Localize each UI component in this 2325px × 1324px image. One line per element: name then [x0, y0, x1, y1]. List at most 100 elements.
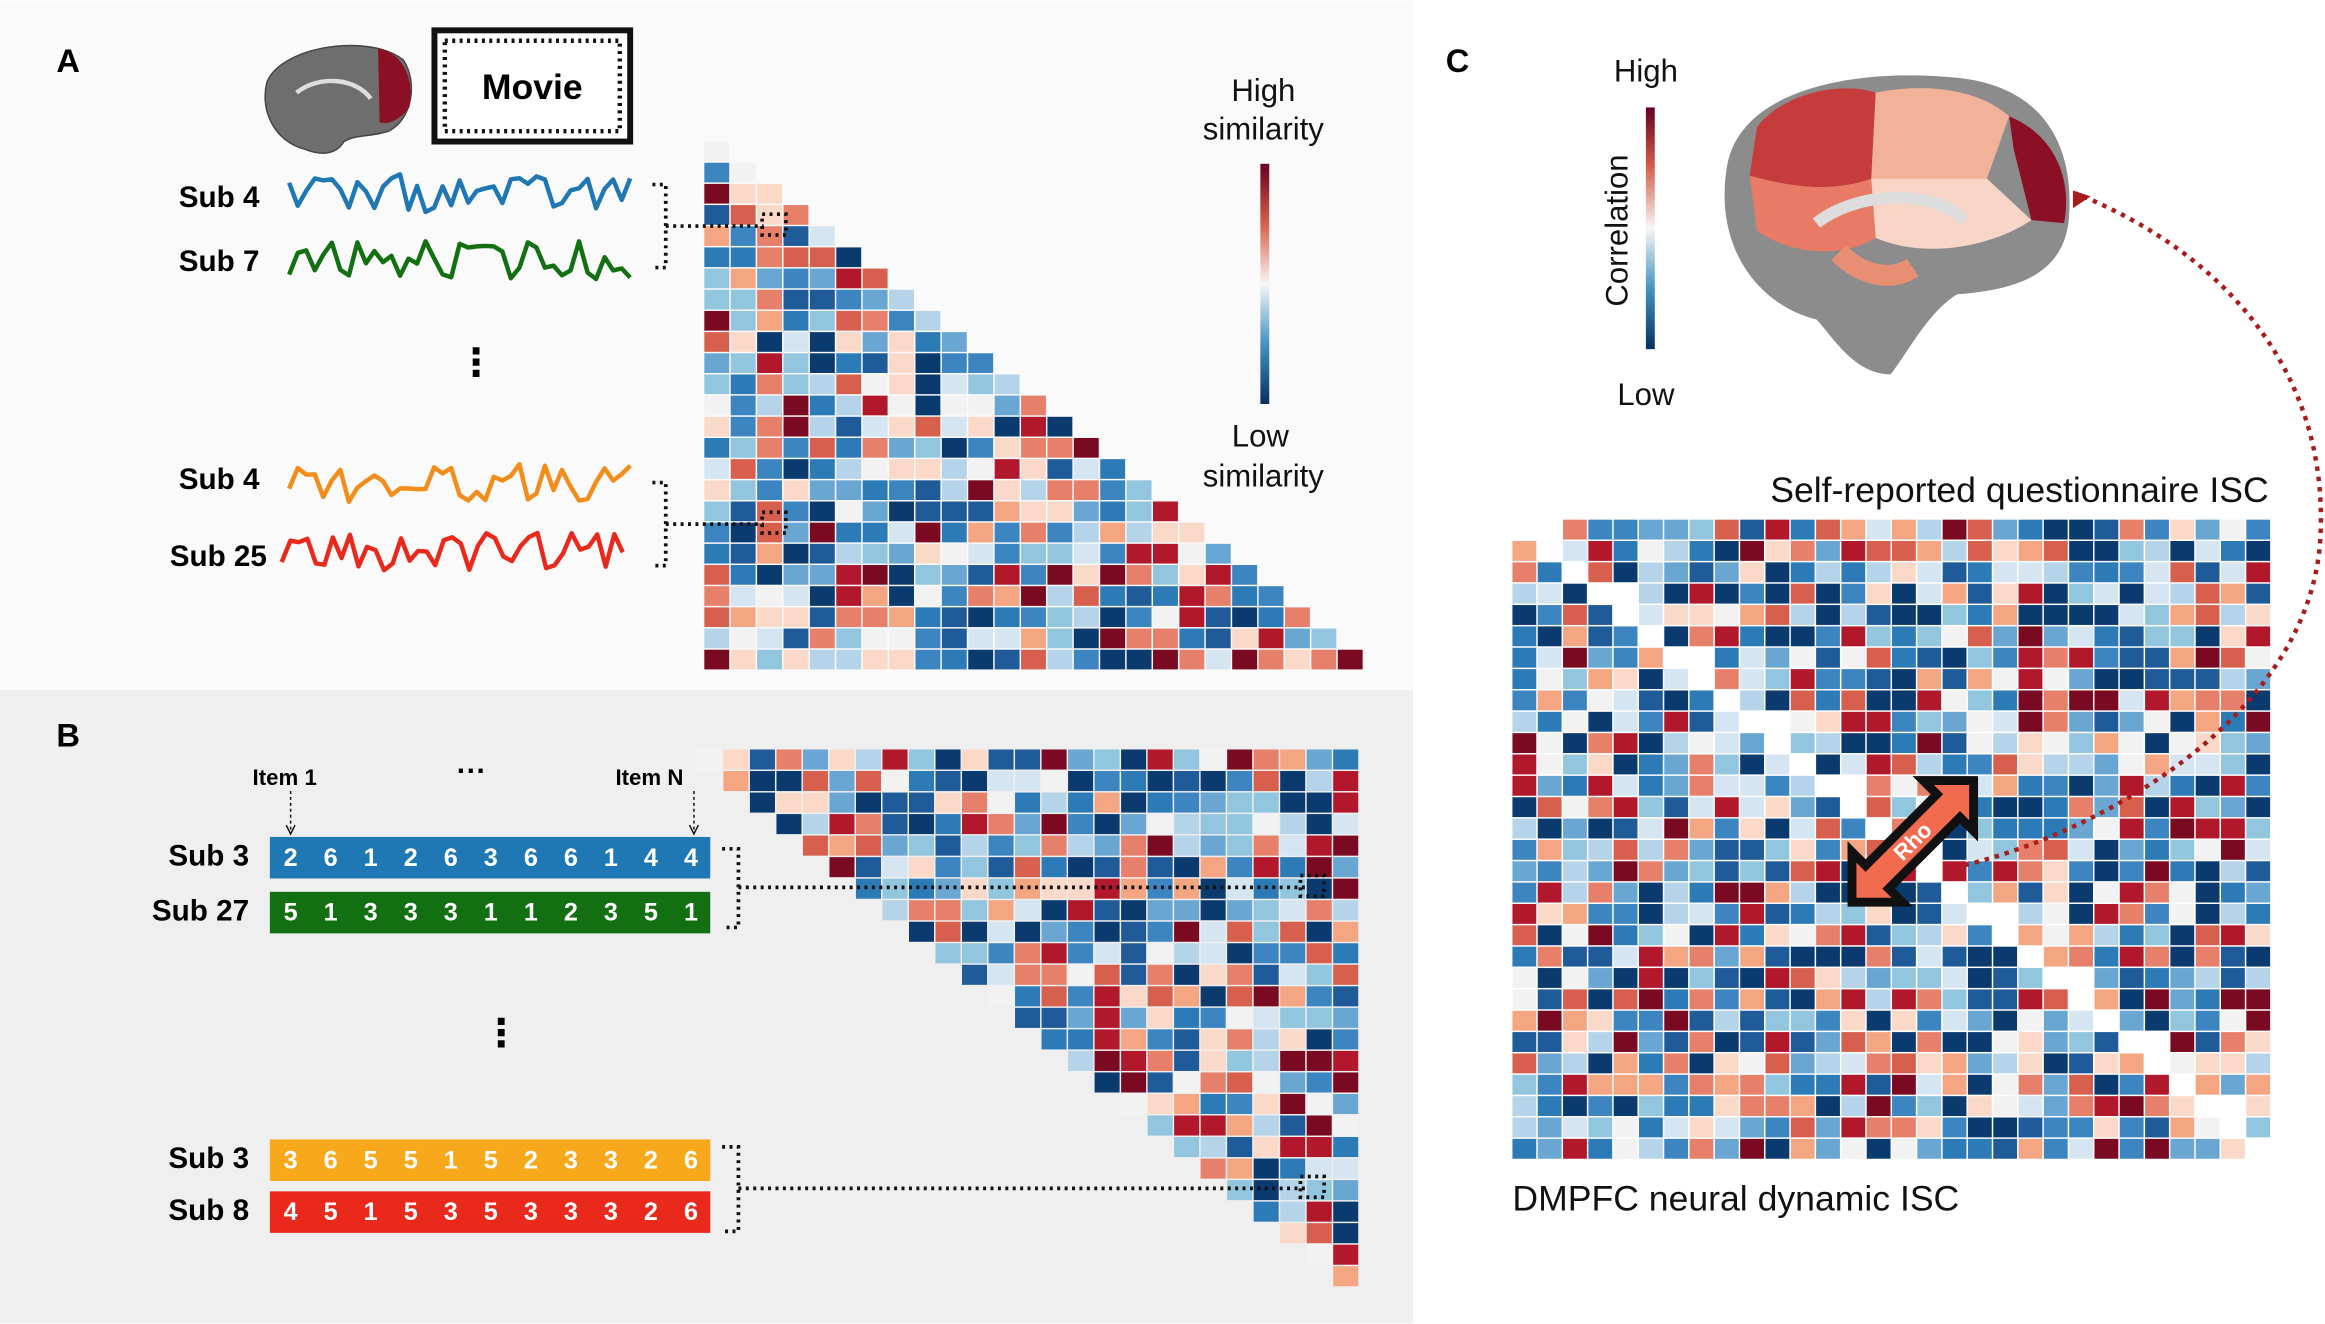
heatmap-cell [1068, 814, 1094, 835]
heatmap-cell [1689, 562, 1714, 583]
heatmap-cell [1121, 1072, 1147, 1093]
heatmap-cell [1967, 754, 1992, 775]
heatmap-cell [1917, 946, 1942, 967]
heatmap-cell [730, 289, 756, 310]
heatmap-cell [1253, 1029, 1279, 1050]
heatmap-cell [1714, 1096, 1739, 1117]
heatmap-cell [988, 792, 1014, 813]
heatmap-cell [2246, 1117, 2271, 1138]
heatmap-cell [2119, 1138, 2144, 1159]
heatmap-cell [2145, 605, 2169, 625]
heatmap-cell [1227, 943, 1253, 964]
heatmap-cell [1866, 519, 1891, 540]
heatmap-cell [862, 310, 888, 331]
heatmap-cell [1942, 968, 1967, 988]
heatmap-cell [1200, 1093, 1226, 1115]
heatmap-cell [1094, 835, 1120, 856]
heatmap-cell [723, 771, 749, 792]
heatmap-cell [1892, 775, 1916, 796]
heatmap-cell [855, 878, 882, 899]
heatmap-cell [2069, 519, 2093, 540]
heatmap-cell [941, 501, 967, 522]
heatmap-cell [2119, 882, 2144, 903]
heatmap-cell [1147, 900, 1173, 921]
heatmap-cell [2246, 861, 2271, 882]
heatmap-cell [889, 289, 914, 310]
item-value: 3 [444, 899, 458, 927]
heatmap-cell [1205, 628, 1231, 649]
heatmap-cell [855, 771, 882, 792]
heatmap-cell [1866, 733, 1891, 754]
heatmap-cell [1613, 1053, 1638, 1074]
heatmap-cell [1892, 1138, 1916, 1159]
item-value: 1 [364, 1198, 378, 1226]
heatmap-cell [1892, 903, 1916, 924]
heatmap-cell [1121, 1007, 1147, 1028]
heatmap-cell [2043, 669, 2068, 689]
heatmap-cell [2094, 605, 2119, 625]
heatmap-cell [1253, 921, 1279, 942]
heatmap-cell [909, 878, 935, 899]
item-arrowhead [285, 824, 700, 836]
heatmap-cell [1227, 1180, 1253, 1201]
heatmap-cell [730, 522, 756, 543]
heatmap-cell [1866, 903, 1891, 924]
heatmap-cell [1200, 857, 1226, 878]
heatmap-cell [889, 459, 914, 479]
heatmap-cell [704, 565, 730, 585]
heatmap-cell [2195, 605, 2220, 625]
heatmap-cell [1121, 749, 1147, 770]
heatmap-cell [730, 416, 756, 437]
heatmap-cell [889, 565, 914, 585]
heatmap-cell [1094, 921, 1120, 942]
heatmap-cell [1563, 541, 1587, 561]
heatmap-cell [1942, 861, 1967, 882]
heatmap-cell [1892, 519, 1916, 540]
heatmap-cell [1094, 1029, 1120, 1050]
heatmap-cell [1253, 857, 1279, 878]
heatmap-cell [1790, 1010, 1815, 1031]
heatmap-cell [1588, 1074, 1613, 1095]
heatmap-cell [1258, 586, 1284, 606]
heatmap-cell [1512, 754, 1537, 775]
heatmap-cell [704, 205, 730, 225]
heatmap-cell [1588, 605, 1613, 625]
heatmap-cell [1967, 733, 1992, 754]
subject-label: Sub 3 [168, 840, 249, 873]
heatmap-cell [704, 332, 730, 352]
heatmap-cell [809, 268, 835, 289]
heatmap-cell [783, 543, 809, 564]
heatmap-cell [1892, 733, 1916, 754]
heatmap-cell [1917, 626, 1942, 647]
heatmap-cell [915, 332, 941, 352]
heatmap-cell [802, 792, 828, 813]
heatmap-cell [1280, 1180, 1306, 1201]
heatmap-cell [1967, 519, 1992, 540]
heatmap-cell [1664, 882, 1689, 903]
heatmap-cell [1094, 1050, 1120, 1071]
item-value: 6 [524, 844, 538, 872]
heatmap-cell [1892, 669, 1916, 689]
heatmap-cell [2221, 882, 2245, 903]
heatmap-cell [1613, 541, 1638, 561]
heatmap-cell [2195, 818, 2220, 839]
heatmap-cell [1613, 690, 1638, 711]
heatmap-cell [1179, 649, 1205, 670]
heatmap-cell [1967, 968, 1992, 988]
heatmap-cell [2170, 583, 2195, 604]
heatmap-cell [1537, 605, 1562, 625]
heatmap-cell [1280, 792, 1306, 813]
heatmap-cell [2043, 1138, 2068, 1159]
heatmap-cell [889, 586, 914, 606]
heatmap-cell [1153, 607, 1178, 628]
heatmap-cell [1253, 749, 1279, 770]
heatmap-cell [1942, 1096, 1967, 1117]
heatmap-cell [1121, 964, 1147, 985]
heatmap-cell [783, 501, 809, 522]
heatmap-cell [1993, 775, 2018, 796]
heatmap-cell [1121, 857, 1147, 878]
heatmap-cell [2246, 669, 2271, 689]
heatmap-cell [1280, 900, 1306, 921]
heatmap-cell [962, 814, 988, 835]
heatmap-cell [1816, 1074, 1840, 1095]
